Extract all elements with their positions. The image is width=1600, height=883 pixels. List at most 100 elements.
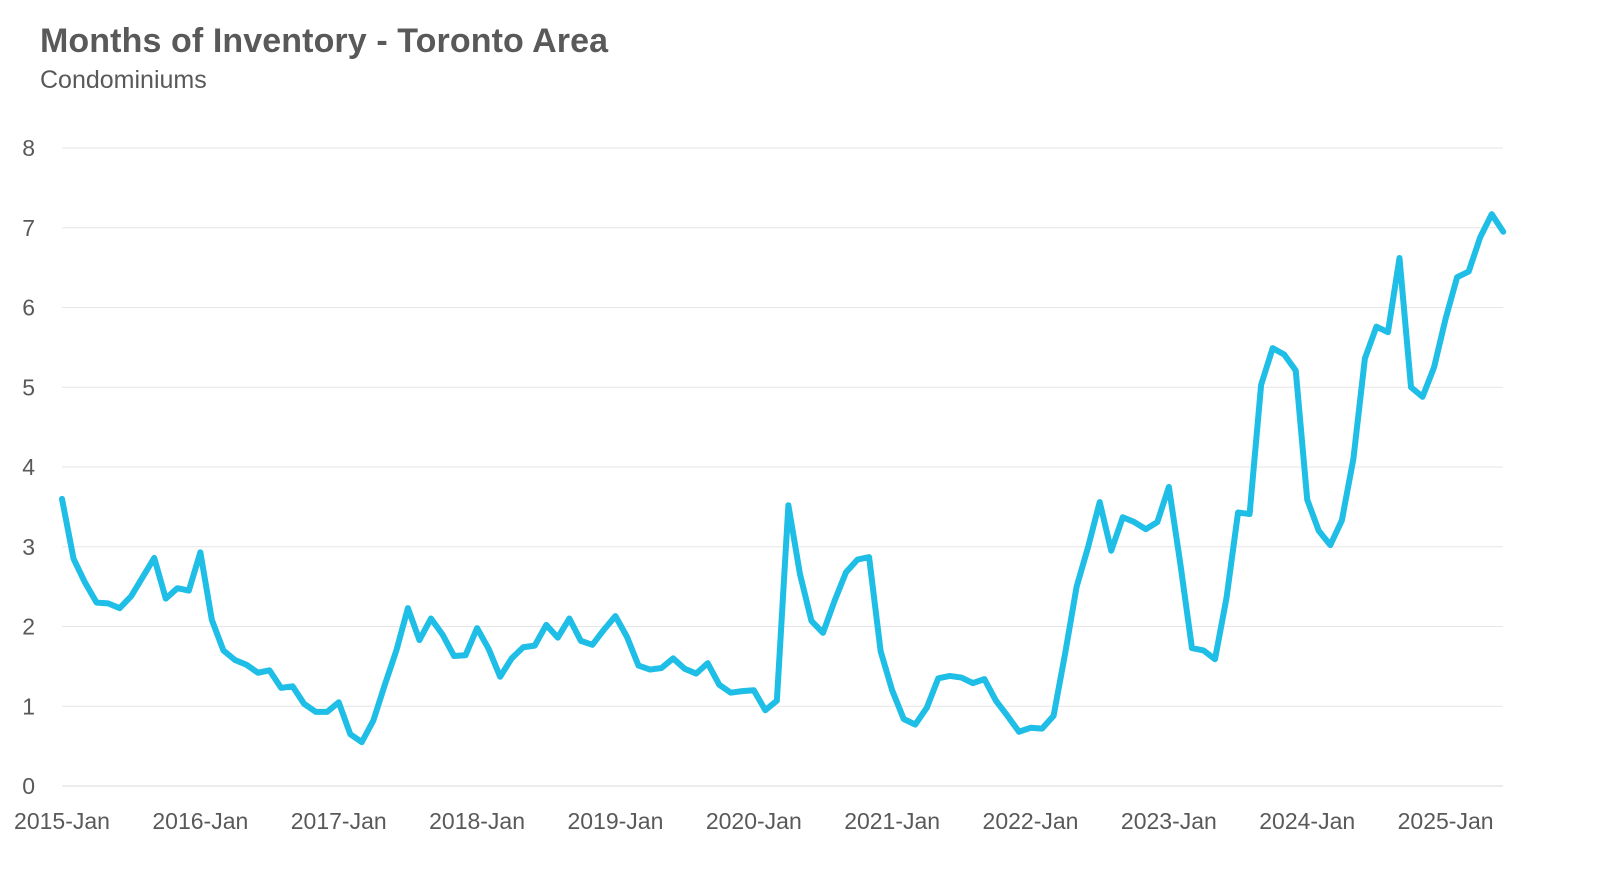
x-tick-label: 2015-Jan xyxy=(14,808,110,834)
data-point xyxy=(1454,274,1460,280)
data-point xyxy=(82,580,88,586)
data-point xyxy=(186,588,192,594)
data-point xyxy=(820,630,826,636)
data-point xyxy=(520,644,526,650)
data-point xyxy=(1327,542,1333,548)
data-point xyxy=(866,554,872,560)
chart-subtitle: Condominiums xyxy=(40,66,207,94)
data-point xyxy=(1304,497,1310,503)
data-point xyxy=(439,631,445,637)
x-tick-label: 2023-Jan xyxy=(1121,808,1217,834)
data-point xyxy=(1420,394,1426,400)
data-point xyxy=(1028,725,1034,731)
x-tick-label: 2020-Jan xyxy=(706,808,802,834)
data-point xyxy=(1200,647,1206,653)
data-point xyxy=(1316,528,1322,534)
data-point xyxy=(1074,584,1080,590)
data-point xyxy=(416,637,422,643)
data-point xyxy=(601,627,607,633)
data-point xyxy=(981,676,987,682)
data-point xyxy=(290,683,296,689)
data-point xyxy=(1443,316,1449,322)
data-point xyxy=(774,698,780,704)
data-point xyxy=(474,625,480,631)
data-point xyxy=(278,685,284,691)
data-point xyxy=(901,716,907,722)
x-tick-label: 2022-Jan xyxy=(983,808,1079,834)
data-point xyxy=(682,666,688,672)
data-point xyxy=(1339,517,1345,523)
data-point xyxy=(174,585,180,591)
x-tick-label: 2021-Jan xyxy=(844,808,940,834)
data-point xyxy=(197,549,203,555)
data-point xyxy=(1097,499,1103,505)
x-tick-label: 2019-Jan xyxy=(567,808,663,834)
data-point xyxy=(1085,544,1091,550)
data-point xyxy=(1385,329,1391,335)
y-axis-labels: 0 1 2 3 4 5 6 7 8 xyxy=(22,135,35,799)
data-point xyxy=(1247,511,1253,517)
gridlines xyxy=(62,147,1503,787)
y-tick-label: 0 xyxy=(22,773,35,799)
data-point xyxy=(336,699,342,705)
data-point xyxy=(912,722,918,728)
data-point xyxy=(808,618,814,624)
data-point xyxy=(555,635,561,641)
x-tick-label: 2016-Jan xyxy=(152,808,248,834)
data-point xyxy=(451,653,457,659)
data-point xyxy=(94,600,100,606)
data-point xyxy=(647,667,653,673)
data-point xyxy=(1131,519,1137,525)
data-point xyxy=(843,569,849,575)
data-point xyxy=(636,663,642,669)
y-tick-label: 8 xyxy=(22,135,35,161)
data-point xyxy=(1235,509,1241,515)
data-point xyxy=(301,701,307,707)
data-point xyxy=(370,718,376,724)
data-point xyxy=(1016,729,1022,735)
data-point xyxy=(728,690,734,696)
data-point xyxy=(785,502,791,508)
data-point xyxy=(612,613,618,619)
data-point xyxy=(105,600,111,606)
data-point xyxy=(220,647,226,653)
data-point xyxy=(486,646,492,652)
x-tick-label: 2024-Jan xyxy=(1259,808,1355,834)
data-point xyxy=(705,660,711,666)
x-tick-label: 2018-Jan xyxy=(429,808,525,834)
data-point xyxy=(1431,364,1437,370)
data-point xyxy=(1373,324,1379,330)
y-tick-label: 7 xyxy=(22,215,35,241)
data-point xyxy=(393,647,399,653)
data-point xyxy=(1477,234,1483,240)
data-point xyxy=(405,605,411,611)
series-layer xyxy=(59,211,1507,746)
data-point xyxy=(716,682,722,688)
data-point xyxy=(151,555,157,561)
data-point xyxy=(578,638,584,644)
data-point xyxy=(797,571,803,577)
data-point xyxy=(1224,595,1230,601)
data-point xyxy=(163,596,169,602)
data-point xyxy=(762,707,768,713)
data-point xyxy=(1189,645,1195,651)
data-point xyxy=(1281,352,1287,358)
data-point xyxy=(359,739,365,745)
data-point xyxy=(1154,519,1160,525)
data-point xyxy=(1489,211,1495,217)
data-point xyxy=(1466,269,1472,275)
data-point xyxy=(382,682,388,688)
data-point xyxy=(935,675,941,681)
data-point xyxy=(624,634,630,640)
data-point xyxy=(924,705,930,711)
data-point xyxy=(267,667,273,673)
x-tick-label: 2017-Jan xyxy=(291,808,387,834)
data-point xyxy=(566,616,572,622)
data-point xyxy=(509,655,515,661)
data-point xyxy=(693,671,699,677)
data-point xyxy=(1120,514,1126,520)
data-point xyxy=(463,652,469,658)
data-point xyxy=(878,648,884,654)
y-tick-label: 6 xyxy=(22,295,35,321)
